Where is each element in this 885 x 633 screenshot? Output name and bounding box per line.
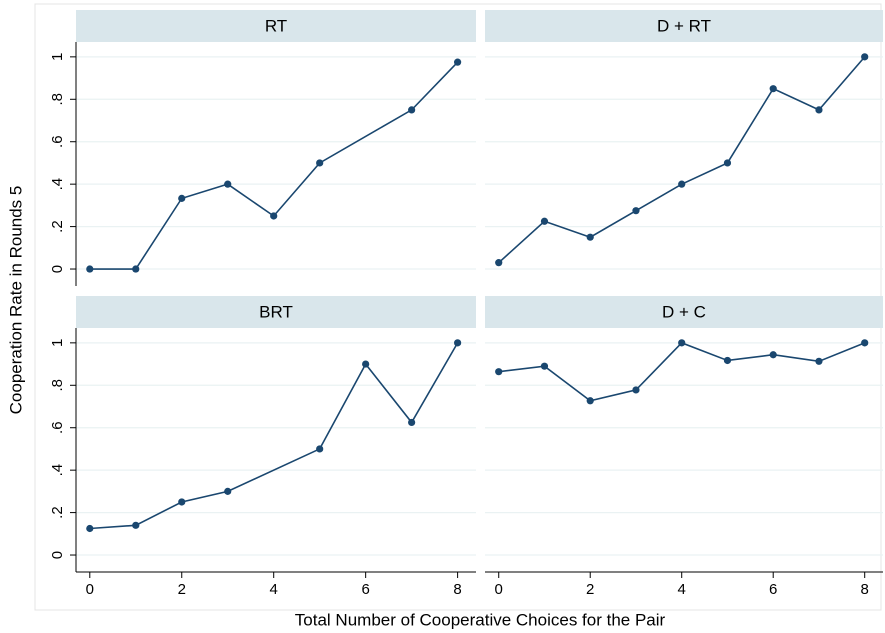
- data-point: [132, 521, 140, 529]
- data-point: [178, 498, 186, 506]
- data-point: [86, 524, 94, 533]
- y-tick-label: .8: [49, 93, 66, 106]
- data-point: [224, 487, 232, 495]
- y-tick-label: .8: [49, 379, 66, 392]
- x-tick-label: 4: [678, 581, 686, 598]
- x-tick-label: 6: [769, 581, 777, 598]
- x-tick-label: 6: [361, 581, 369, 598]
- data-line: [498, 341, 866, 402]
- data-point: [632, 386, 640, 394]
- data-line: [89, 61, 459, 270]
- y-tick-label: .4: [49, 178, 66, 191]
- data-point: [408, 418, 416, 427]
- data-point: [495, 259, 503, 267]
- data-point: [769, 85, 777, 93]
- data-point: [178, 194, 186, 202]
- panel-title: D + RT: [657, 16, 711, 35]
- data-point: [86, 265, 94, 273]
- data-point: [586, 233, 594, 241]
- x-tick-label: 2: [178, 581, 186, 598]
- data-point: [815, 106, 823, 114]
- panel-strip: [485, 296, 883, 328]
- data-point: [454, 339, 462, 347]
- y-tick-label: .6: [49, 135, 66, 148]
- data-point: [362, 360, 370, 368]
- y-tick-label: .4: [49, 464, 66, 477]
- y-tick-label: .2: [49, 506, 66, 519]
- panel-title: D + C: [662, 302, 706, 321]
- panel-strip: [76, 296, 476, 328]
- data-point: [678, 339, 686, 347]
- data-point: [540, 217, 549, 225]
- x-tick-label: 8: [453, 581, 461, 598]
- data-point: [723, 159, 732, 167]
- panel-title: BRT: [259, 302, 293, 321]
- y-tick-label: 1: [49, 53, 66, 61]
- x-tick-label: 4: [270, 581, 278, 598]
- data-line: [89, 342, 459, 530]
- panel-strip: [485, 10, 883, 42]
- data-point: [861, 339, 869, 347]
- data-point: [270, 212, 278, 220]
- panel-title: RT: [265, 16, 287, 35]
- y-tick-label: 0: [49, 551, 66, 559]
- data-point: [495, 368, 503, 376]
- data-point: [632, 207, 640, 215]
- y-tick-label: 0: [49, 265, 66, 273]
- y-tick-label: .6: [49, 421, 66, 434]
- data-point: [224, 180, 232, 188]
- x-tick-label: 8: [861, 581, 869, 598]
- x-axis-title: Total Number of Cooperative Choices for …: [295, 610, 666, 629]
- data-point: [586, 397, 594, 405]
- data-point: [316, 159, 324, 167]
- x-tick-label: 0: [86, 581, 94, 598]
- y-tick-label: 1: [49, 339, 66, 347]
- data-point: [132, 265, 140, 273]
- data-point: [815, 357, 823, 365]
- data-point: [769, 351, 777, 359]
- x-tick-label: 2: [586, 581, 594, 598]
- data-point: [540, 362, 549, 370]
- data-point: [316, 445, 324, 453]
- data-line: [498, 56, 866, 264]
- x-tick-label: 0: [495, 581, 503, 598]
- data-point: [408, 106, 416, 114]
- data-point: [678, 180, 686, 188]
- data-point: [723, 356, 732, 365]
- y-tick-label: .2: [49, 220, 66, 233]
- panel-strip: [76, 10, 476, 42]
- data-point: [454, 58, 462, 66]
- y-axis-title: Cooperation Rate in Rounds 5: [6, 186, 25, 415]
- data-point: [861, 53, 869, 61]
